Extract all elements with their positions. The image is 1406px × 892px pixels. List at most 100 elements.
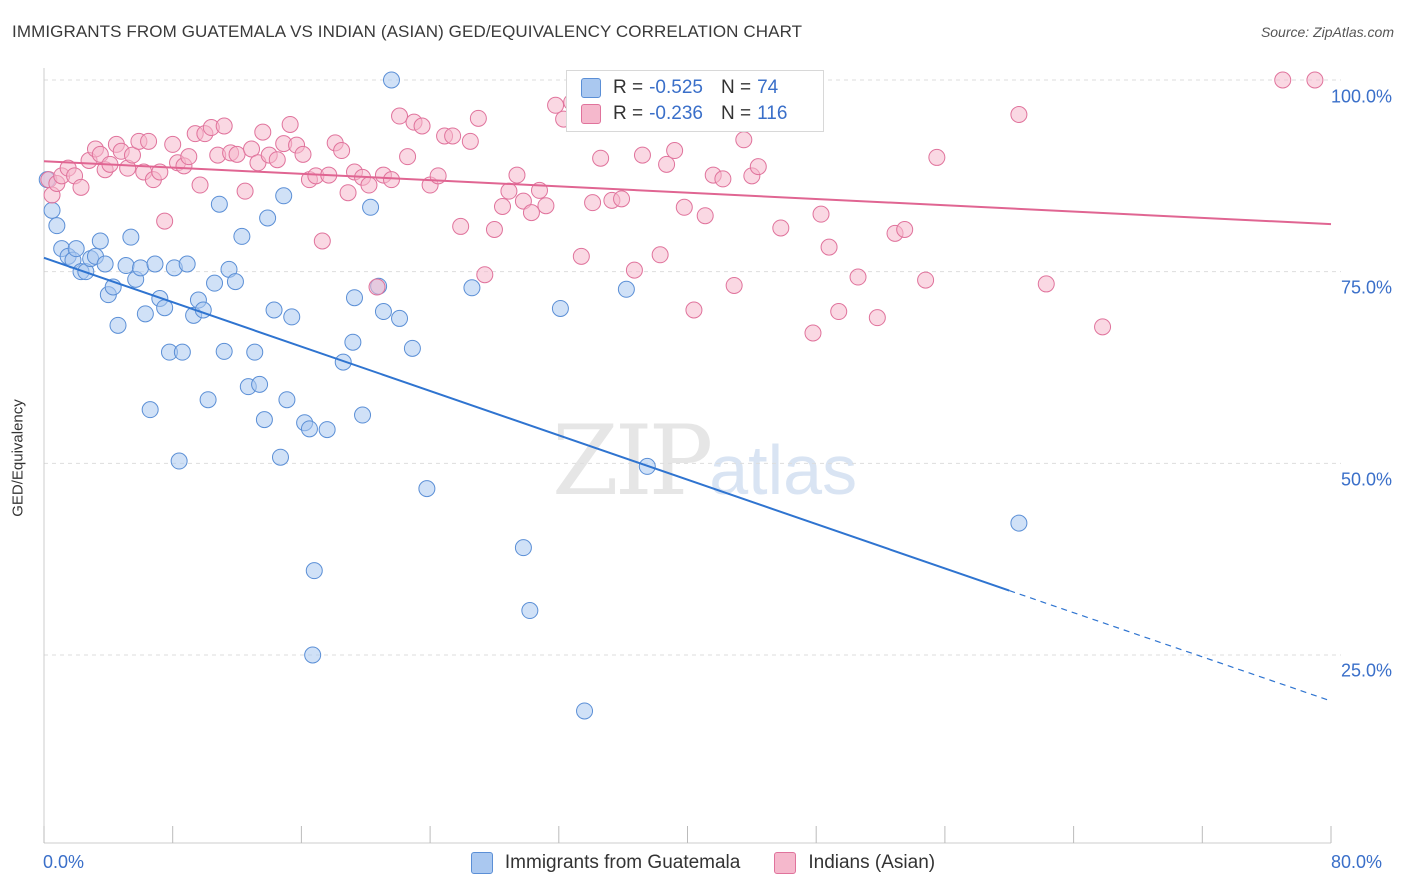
indian-point bbox=[725, 276, 743, 294]
guatemala-point bbox=[362, 198, 380, 216]
indian-point bbox=[613, 190, 631, 208]
guatemala-point bbox=[43, 201, 61, 219]
legend-item-indians[interactable]: Indians (Asian) bbox=[774, 852, 935, 874]
legend-label-guatemala: Immigrants from Guatemala bbox=[504, 852, 741, 873]
guatemala-point bbox=[374, 303, 392, 321]
indian-point bbox=[508, 166, 526, 184]
series-legend: Immigrants from Guatemala Indians (Asian… bbox=[0, 852, 1406, 874]
guatemala-point bbox=[170, 452, 188, 470]
indian-point bbox=[633, 146, 651, 164]
guatemala-point bbox=[136, 305, 154, 323]
legend-n-value: 116 bbox=[757, 103, 788, 124]
legend-n-label: N = bbox=[720, 103, 752, 124]
guatemala-point bbox=[226, 273, 244, 291]
indian-point bbox=[772, 219, 790, 237]
guatemala-point bbox=[345, 289, 363, 307]
guatemala-point bbox=[463, 279, 481, 297]
indian-point bbox=[313, 232, 331, 250]
indian-point bbox=[685, 301, 703, 319]
indian-point bbox=[658, 155, 676, 173]
guatemala-point bbox=[96, 255, 114, 273]
legend-r-label: R = bbox=[613, 103, 644, 124]
guatemala-point bbox=[305, 562, 323, 580]
indian-point bbox=[215, 117, 233, 135]
guatemala-point bbox=[403, 339, 421, 357]
guatemala-point bbox=[173, 343, 191, 361]
indian-point bbox=[399, 148, 417, 166]
guatemala-point bbox=[551, 299, 569, 317]
x-tick-label-min: 0.0% bbox=[43, 852, 85, 872]
guatemala-point bbox=[259, 209, 277, 227]
stats-legend: R = -0.525 N = 74 R = -0.236 N = 116 bbox=[566, 70, 824, 132]
indian-point bbox=[140, 132, 158, 150]
indian-point bbox=[584, 194, 602, 212]
indian-point bbox=[452, 217, 470, 235]
guatemala-point bbox=[275, 187, 293, 205]
legend-row-indians: R = -0.236 N = 116 bbox=[581, 102, 787, 126]
legend-n-label: N = bbox=[720, 77, 752, 98]
legend-row-guatemala: R = -0.525 N = 74 bbox=[581, 76, 778, 100]
indian-point bbox=[696, 207, 714, 225]
indian-point bbox=[360, 176, 378, 194]
indian-point bbox=[1037, 275, 1055, 293]
guatemala-point bbox=[344, 333, 362, 351]
legend-item-guatemala[interactable]: Immigrants from Guatemala bbox=[470, 852, 741, 874]
y-tick-label-100: 100.0% bbox=[1330, 86, 1392, 107]
indian-point bbox=[514, 192, 532, 210]
guatemala-point bbox=[215, 342, 233, 360]
indian-point bbox=[294, 145, 312, 163]
legend-swatch-blue bbox=[470, 852, 493, 874]
indian-point bbox=[1010, 106, 1028, 123]
x-tick-label-max: 80.0% bbox=[1331, 852, 1383, 872]
source-label: Source: ZipAtlas.com bbox=[1260, 24, 1394, 40]
guatemala-point bbox=[233, 227, 251, 245]
indian-point bbox=[254, 123, 272, 141]
y-tick-label-75: 75.0% bbox=[1340, 277, 1392, 298]
guatemala-point bbox=[418, 480, 436, 498]
indian-point bbox=[123, 146, 141, 164]
legend-n-value: 74 bbox=[757, 77, 779, 98]
indian-point bbox=[537, 197, 555, 215]
indian-point bbox=[228, 145, 246, 163]
guatemala-point bbox=[617, 280, 635, 298]
guatemala-point bbox=[117, 257, 135, 275]
indian-point bbox=[735, 131, 753, 149]
guatemala-point bbox=[67, 240, 85, 258]
indian-point bbox=[281, 115, 299, 133]
legend-label-indians: Indians (Asian) bbox=[808, 852, 936, 873]
indian-point bbox=[339, 184, 357, 202]
legend-swatch-pink bbox=[774, 852, 797, 874]
indian-point bbox=[180, 148, 198, 166]
indian-point bbox=[368, 278, 386, 296]
guatemala-point bbox=[48, 217, 66, 235]
indian-point bbox=[72, 178, 90, 196]
guatemala-point bbox=[178, 255, 196, 273]
indian-point bbox=[485, 221, 503, 238]
indian-point bbox=[849, 268, 867, 286]
guatemala-point bbox=[278, 391, 296, 409]
indian-point bbox=[714, 170, 732, 188]
guatemala-point bbox=[146, 255, 164, 273]
indian-point bbox=[896, 221, 914, 238]
guatemala-point bbox=[109, 316, 127, 334]
indian-point bbox=[1274, 71, 1292, 89]
indian-point bbox=[547, 96, 565, 114]
indian-point bbox=[493, 198, 511, 215]
indian-point bbox=[476, 266, 494, 284]
guatemala-point bbox=[265, 301, 283, 319]
indian-point bbox=[812, 205, 830, 223]
y-tick-label-25: 25.0% bbox=[1340, 660, 1392, 681]
guatemala-trend-line bbox=[43, 256, 1010, 592]
indian-point bbox=[268, 151, 286, 169]
indian-point bbox=[382, 171, 400, 189]
guatemala-trend-extension bbox=[1009, 590, 1332, 702]
guatemala-point bbox=[1010, 514, 1028, 532]
guatemala-point bbox=[206, 274, 224, 292]
indian-point bbox=[1306, 71, 1324, 89]
guatemala-point bbox=[122, 228, 140, 246]
indian-point bbox=[522, 204, 540, 222]
indian-point bbox=[469, 109, 487, 127]
legend-r-value: -0.236 bbox=[649, 103, 703, 124]
indian-point bbox=[868, 309, 886, 327]
indian-point bbox=[461, 132, 479, 150]
